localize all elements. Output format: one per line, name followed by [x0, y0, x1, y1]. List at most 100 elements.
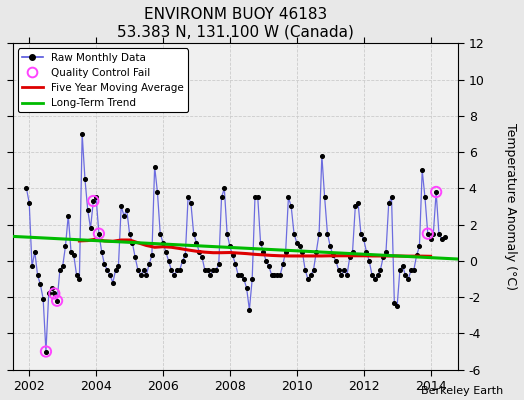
Y-axis label: Temperature Anomaly (°C): Temperature Anomaly (°C) — [504, 123, 517, 290]
Point — [103, 267, 112, 273]
Point — [315, 230, 323, 237]
Point — [290, 230, 298, 237]
Point — [95, 230, 103, 237]
Point — [139, 267, 148, 273]
Point — [231, 261, 239, 268]
Point — [148, 252, 156, 259]
Point — [53, 298, 61, 304]
Point — [39, 296, 47, 302]
Point — [292, 240, 301, 246]
Point — [108, 280, 117, 286]
Point — [75, 276, 84, 282]
Point — [359, 236, 368, 242]
Point — [273, 272, 281, 278]
Point — [362, 248, 370, 255]
Point — [243, 285, 251, 291]
Point — [259, 248, 268, 255]
Point — [165, 258, 173, 264]
Point — [254, 194, 262, 200]
Point — [145, 261, 153, 268]
Point — [262, 258, 270, 264]
Point — [410, 267, 418, 273]
Point — [432, 189, 440, 195]
Point — [268, 272, 276, 278]
Point — [332, 258, 340, 264]
Point — [170, 272, 178, 278]
Point — [421, 194, 429, 200]
Point — [150, 163, 159, 170]
Point — [340, 267, 348, 273]
Point — [92, 194, 100, 200]
Point — [318, 152, 326, 159]
Point — [435, 230, 443, 237]
Point — [390, 299, 399, 306]
Point — [30, 248, 39, 255]
Point — [223, 230, 231, 237]
Point — [270, 272, 279, 278]
Point — [198, 254, 206, 260]
Point — [334, 267, 343, 273]
Point — [220, 185, 228, 192]
Point — [429, 230, 438, 237]
Point — [181, 252, 190, 259]
Point — [385, 200, 393, 206]
Point — [36, 281, 45, 288]
Point — [123, 207, 131, 213]
Point — [370, 276, 379, 282]
Point — [412, 252, 421, 259]
Point — [365, 258, 374, 264]
Point — [301, 267, 309, 273]
Point — [114, 263, 123, 270]
Point — [376, 267, 385, 273]
Point — [192, 240, 201, 246]
Point — [296, 243, 304, 250]
Point — [161, 248, 170, 255]
Point — [89, 198, 97, 204]
Point — [72, 272, 81, 278]
Point — [214, 261, 223, 268]
Point — [120, 212, 128, 219]
Point — [47, 285, 56, 291]
Point — [401, 272, 410, 278]
Point — [298, 248, 307, 255]
Point — [276, 272, 284, 278]
Point — [190, 230, 198, 237]
Point — [239, 276, 248, 282]
Point — [195, 248, 203, 255]
Point — [326, 243, 334, 250]
Point — [142, 272, 150, 278]
Text: Berkeley Earth: Berkeley Earth — [421, 386, 503, 396]
Point — [81, 176, 89, 182]
Point — [217, 194, 226, 200]
Point — [86, 225, 95, 232]
Point — [354, 200, 362, 206]
Point — [100, 261, 108, 268]
Point — [34, 272, 42, 278]
Point — [134, 267, 142, 273]
Point — [438, 236, 446, 242]
Point — [28, 263, 36, 270]
Point — [106, 272, 114, 278]
Point — [265, 263, 273, 270]
Point — [329, 252, 337, 259]
Point — [309, 267, 318, 273]
Title: ENVIRONM BUOY 46183
53.383 N, 131.100 W (Canada): ENVIRONM BUOY 46183 53.383 N, 131.100 W … — [117, 7, 354, 39]
Point — [440, 234, 449, 240]
Point — [279, 261, 287, 268]
Point — [351, 203, 359, 210]
Point — [307, 272, 315, 278]
Point — [404, 276, 412, 282]
Point — [251, 194, 259, 200]
Point — [396, 267, 404, 273]
Point — [128, 240, 137, 246]
Point — [131, 254, 139, 260]
Point — [50, 290, 59, 297]
Point — [281, 248, 290, 255]
Point — [173, 267, 181, 273]
Point — [95, 230, 103, 237]
Point — [337, 272, 345, 278]
Point — [345, 254, 354, 260]
Point — [64, 212, 72, 219]
Point — [228, 252, 237, 259]
Point — [184, 194, 192, 200]
